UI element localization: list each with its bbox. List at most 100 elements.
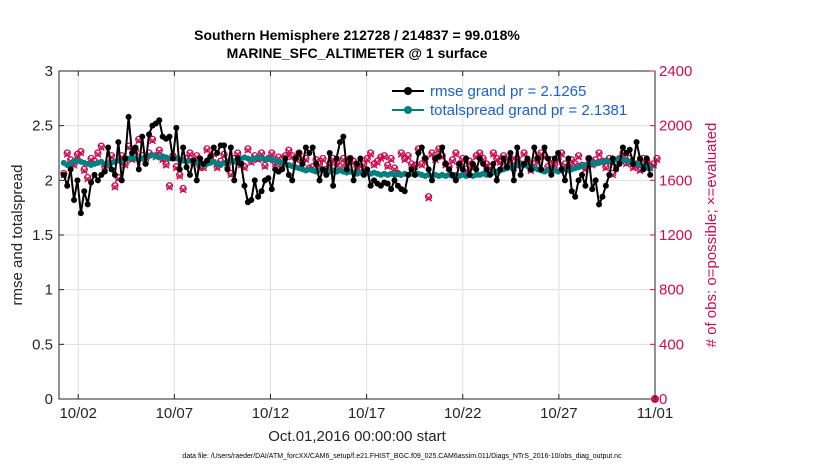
obs-evaluated-stroke	[285, 148, 293, 156]
rmse-point	[446, 166, 453, 173]
rmse-point	[111, 171, 118, 178]
rmse-point	[197, 155, 204, 162]
obs-evaluated-point	[397, 150, 405, 158]
rmse-point	[340, 133, 347, 140]
rmse-point	[67, 166, 74, 173]
rmse-point	[633, 139, 640, 146]
rmse-point	[497, 166, 504, 173]
rmse-point	[572, 193, 579, 200]
rmse-point	[101, 168, 108, 175]
rmse-point	[486, 171, 493, 178]
rmse-point	[463, 155, 470, 162]
obs-evaluated-stroke	[452, 150, 460, 158]
obs-evaluated-point	[176, 172, 184, 180]
rmse-point	[357, 155, 364, 162]
x-tick-label: 10/12	[252, 405, 290, 422]
rmse-point	[190, 157, 197, 164]
rmse-point	[333, 155, 340, 162]
rmse-point	[354, 160, 360, 167]
obs-possible-point	[179, 184, 187, 193]
obs-evaluated-stroke	[186, 150, 194, 158]
obs-possible-point	[387, 154, 395, 163]
obs-possible-point	[63, 149, 71, 157]
rmse-point	[224, 166, 231, 173]
rmse-point	[139, 133, 146, 140]
obs-evaluated-stroke	[165, 183, 173, 191]
tick-layer: 10/02 10/07 10/12 10/17 10/22 10/27 11/0100.51…	[32, 63, 692, 422]
obs-evaluated-point	[285, 148, 293, 156]
obs-evaluated-stroke	[404, 153, 412, 161]
rmse-point	[292, 155, 299, 162]
rmse-point	[289, 177, 296, 184]
rmse-point	[504, 164, 511, 171]
obs-evaluated-point	[452, 150, 460, 158]
rmse-point	[449, 171, 456, 178]
obs-evaluated-point	[186, 150, 194, 158]
rmse-point	[255, 193, 262, 200]
rmse-point	[265, 175, 272, 182]
rmse-point	[268, 186, 275, 193]
rmse-point	[146, 131, 153, 138]
obs-possible-point	[602, 163, 610, 171]
obs-evaluated-stroke	[94, 150, 102, 158]
rmse-point	[425, 166, 432, 173]
rmse-point	[60, 171, 67, 178]
rmse-point	[169, 155, 176, 162]
obs-evaluated-point	[97, 144, 105, 152]
rmse-point	[367, 182, 374, 189]
y-tick-label: 2.5	[32, 118, 53, 135]
rmse-point	[616, 160, 623, 167]
rmse-point	[125, 113, 132, 120]
rmse-point	[77, 210, 84, 217]
rmse-point	[364, 166, 371, 173]
y-tick-label: 0.5	[32, 336, 53, 353]
rmse-point	[330, 182, 337, 189]
obs-possible-point	[162, 160, 170, 168]
rmse-point	[469, 160, 476, 167]
obs-possible-point	[111, 182, 119, 190]
rmse-point	[207, 153, 214, 160]
y-right-tick-label: 2400	[659, 63, 692, 80]
rmse-point	[544, 155, 551, 162]
x-tick-label: 10/27	[540, 405, 578, 422]
rmse-point	[517, 171, 524, 178]
rmse-point	[105, 144, 112, 151]
y-right-tick-label: 1600	[659, 172, 692, 189]
rmse-point	[521, 160, 528, 167]
obs-possible-point	[489, 149, 498, 157]
obs-evaluated-stroke	[176, 172, 184, 180]
rmse-point	[490, 160, 497, 167]
rmse-point	[388, 186, 395, 193]
obs-evaluated-point	[80, 167, 88, 175]
x-axis-label: Oct.01,2016 00:00:00 start	[268, 428, 446, 445]
rmse-point	[401, 188, 408, 195]
obs-possible-point	[244, 145, 252, 153]
rmse-point	[64, 182, 71, 189]
rmse-point	[643, 155, 650, 162]
obs-evaluated-point	[148, 137, 156, 145]
rmse-point	[575, 177, 582, 184]
obs-evaluated-stroke	[111, 183, 119, 191]
obs-evaluated-stroke	[489, 150, 497, 158]
rmse-point	[538, 166, 545, 173]
rmse-point	[91, 171, 98, 178]
obs-evaluated-point	[418, 161, 426, 169]
rmse-point	[313, 160, 320, 167]
rmse-point	[582, 182, 589, 189]
obs-possible-point	[404, 152, 412, 160]
obs-evaluated-stroke	[244, 146, 252, 154]
rmse-point	[493, 177, 500, 184]
obs-evaluated-point	[404, 153, 412, 161]
obs-evaluated-stroke	[97, 144, 105, 152]
rmse-point	[565, 155, 572, 162]
obs-evaluated-point	[384, 163, 392, 171]
obs-evaluated-stroke	[380, 153, 388, 161]
rmse-point	[534, 155, 541, 162]
rmse-point	[415, 150, 422, 156]
rmse-point	[278, 166, 285, 173]
obs-evaluated-stroke	[425, 194, 433, 202]
obs-possible-point	[155, 146, 163, 154]
obs-evaluated-stroke	[595, 150, 603, 158]
rmse-point	[613, 166, 620, 173]
obs-evaluated-stroke	[575, 153, 583, 161]
